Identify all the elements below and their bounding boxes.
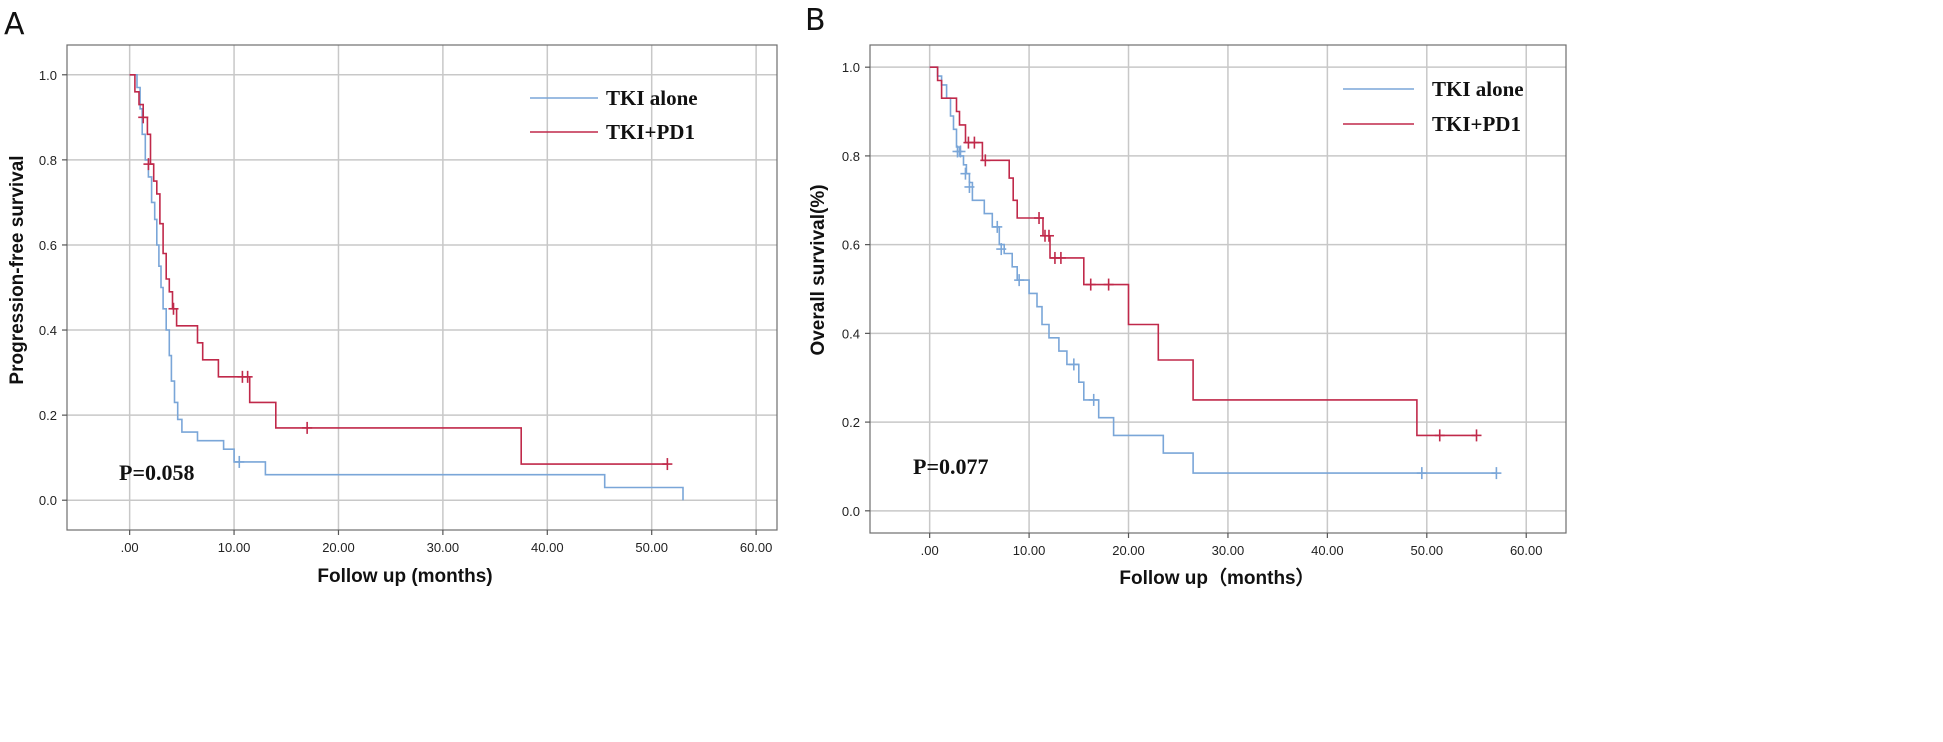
legend-label-tki-pd1: TKI+PD1 bbox=[606, 120, 695, 144]
censor-mark-tki-pd1 bbox=[969, 136, 980, 149]
panel-a-legend: TKI alone TKI+PD1 bbox=[530, 86, 698, 144]
x-tick-label: 10.00 bbox=[218, 540, 251, 555]
panel-b-y-axis-title: Overall survival(%) bbox=[808, 184, 829, 355]
y-tick-label: 0.6 bbox=[842, 238, 860, 253]
panel-a-letter: A bbox=[4, 7, 25, 42]
panel-a-x-axis-title: Follow up (months) bbox=[317, 566, 492, 587]
y-tick-label: 0.0 bbox=[842, 504, 860, 519]
censor-mark-tki-pd1 bbox=[1471, 429, 1482, 442]
y-tick-label: 1.0 bbox=[842, 60, 860, 75]
survival-curve-tki-alone bbox=[129, 74, 684, 501]
censor-mark-tki-pd1 bbox=[1055, 251, 1066, 264]
censor-mark-tki-alone bbox=[1491, 467, 1502, 480]
censor-mark-tki-alone bbox=[234, 455, 245, 468]
censor-mark-tki-pd1 bbox=[138, 111, 149, 124]
censor-mark-tki-alone bbox=[1068, 358, 1079, 371]
survival-curve-tki-pd1 bbox=[129, 74, 668, 465]
legend-label-tki-alone: TKI alone bbox=[606, 86, 698, 110]
censor-mark-tki-pd1 bbox=[1434, 429, 1445, 442]
x-tick-label: .00 bbox=[921, 543, 939, 558]
censor-mark-tki-pd1 bbox=[168, 302, 179, 315]
x-tick-label: 10.00 bbox=[1013, 543, 1046, 558]
censor-mark-tki-alone bbox=[964, 180, 975, 193]
panel-a-series bbox=[129, 74, 684, 501]
panel-b-series bbox=[929, 66, 1502, 480]
y-tick-label: 0.8 bbox=[842, 149, 860, 164]
legend-label-tki-alone: TKI alone bbox=[1432, 77, 1524, 101]
x-tick-label: 20.00 bbox=[322, 540, 355, 555]
censor-mark-tki-pd1 bbox=[1034, 212, 1045, 225]
y-tick-label: 0.2 bbox=[39, 408, 57, 423]
panel-b-p-value: P=0.077 bbox=[913, 454, 988, 479]
x-tick-label: 50.00 bbox=[635, 540, 668, 555]
x-tick-label: 20.00 bbox=[1112, 543, 1145, 558]
panel-b: B .00 10.00 20.00 30.00 40.00 50.00 60.00 0.0 0.… bbox=[805, 3, 1567, 589]
x-tick-label: 50.00 bbox=[1411, 543, 1444, 558]
censor-mark-tki-alone bbox=[1014, 274, 1025, 287]
panel-a-plot-frame bbox=[66, 44, 778, 531]
legend-label-tki-pd1: TKI+PD1 bbox=[1432, 112, 1521, 136]
panel-b-x-axis-title: Follow up（months） bbox=[1119, 566, 1314, 589]
censor-mark-tki-pd1 bbox=[1085, 278, 1096, 291]
x-tick-label: 60.00 bbox=[1510, 543, 1543, 558]
panel-b-plot-frame bbox=[869, 44, 1567, 534]
panel-b-axis-ticks: .00 10.00 20.00 30.00 40.00 50.00 60.00 0.0 0.2 0… bbox=[842, 60, 1543, 558]
panel-a-gridlines bbox=[67, 45, 777, 530]
x-tick-label: .00 bbox=[121, 540, 139, 555]
censor-mark-tki-pd1 bbox=[302, 421, 313, 434]
y-tick-label: 0.8 bbox=[39, 153, 57, 168]
survival-curve-tki-pd1 bbox=[929, 66, 1477, 437]
panel-a-y-axis-title: Progression-free survival bbox=[7, 155, 28, 384]
y-tick-label: 0.0 bbox=[39, 493, 57, 508]
x-tick-label: 40.00 bbox=[531, 540, 564, 555]
panel-b-letter: B bbox=[805, 3, 826, 38]
y-tick-label: 0.4 bbox=[39, 323, 57, 338]
censor-mark-tki-alone bbox=[955, 145, 966, 158]
y-tick-label: 0.6 bbox=[39, 238, 57, 253]
censor-mark-tki-pd1 bbox=[980, 154, 991, 167]
censor-mark-tki-pd1 bbox=[662, 458, 673, 471]
censor-mark-tki-alone bbox=[1416, 467, 1427, 480]
y-tick-label: 1.0 bbox=[39, 68, 57, 83]
censor-mark-tki-pd1 bbox=[143, 158, 154, 171]
x-tick-label: 60.00 bbox=[740, 540, 773, 555]
x-tick-label: 30.00 bbox=[1212, 543, 1245, 558]
censor-mark-tki-pd1 bbox=[242, 370, 253, 383]
panel-b-legend: TKI alone TKI+PD1 bbox=[1343, 77, 1524, 136]
panel-a: A .00 10.00 20.00 30.00 40.00 50.00 60.00 0.0 0.… bbox=[4, 7, 778, 587]
censor-mark-tki-alone bbox=[1088, 393, 1099, 406]
x-tick-label: 30.00 bbox=[427, 540, 460, 555]
censor-mark-tki-alone bbox=[992, 220, 1003, 233]
censor-mark-tki-pd1 bbox=[1043, 229, 1054, 242]
y-tick-label: 0.4 bbox=[842, 326, 860, 341]
censor-mark-tki-alone bbox=[960, 167, 971, 180]
x-tick-label: 40.00 bbox=[1311, 543, 1344, 558]
censor-mark-tki-alone bbox=[996, 243, 1007, 256]
panel-a-p-value: P=0.058 bbox=[119, 460, 194, 485]
censor-mark-tki-pd1 bbox=[1103, 278, 1114, 291]
y-tick-label: 0.2 bbox=[842, 415, 860, 430]
panel-a-axis-ticks: .00 10.00 20.00 30.00 40.00 50.00 60.00 0.0 0.2 0… bbox=[39, 68, 772, 555]
survival-curve-tki-alone bbox=[929, 66, 1497, 474]
